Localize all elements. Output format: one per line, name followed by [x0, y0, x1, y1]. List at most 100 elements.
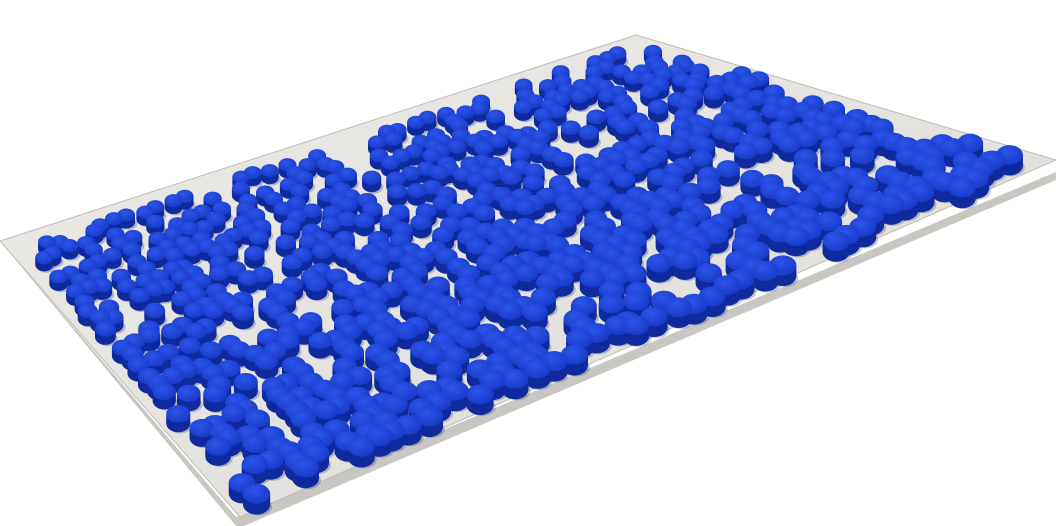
blob-top — [623, 70, 643, 85]
blob-top — [199, 341, 223, 359]
blob-top — [117, 278, 137, 294]
blob-top — [426, 276, 450, 294]
blob-top — [178, 337, 201, 354]
blob-top — [514, 198, 537, 216]
blob-top — [774, 186, 800, 206]
blob-top — [422, 148, 442, 163]
blob-top — [442, 381, 469, 401]
blob-top — [486, 109, 505, 124]
blob-top — [185, 322, 208, 339]
blob-top — [206, 212, 226, 226]
blob-top — [129, 287, 150, 303]
blob-top — [740, 169, 765, 188]
blob-top — [144, 302, 166, 319]
blob-top — [582, 194, 605, 212]
blob-top — [136, 205, 155, 219]
blob-top — [146, 246, 166, 261]
blob-top — [643, 44, 663, 59]
blob-top — [35, 250, 54, 265]
blob-top — [203, 384, 228, 403]
blob-top — [782, 226, 810, 246]
blob-top — [302, 203, 322, 218]
blob-top — [354, 212, 375, 229]
blob-top — [407, 115, 425, 129]
blob-top — [264, 191, 283, 206]
blob-top — [939, 138, 965, 158]
blob-top — [716, 160, 740, 178]
blob-top — [432, 195, 454, 211]
blob-top — [815, 211, 843, 232]
blob-top — [690, 150, 713, 167]
blob-top — [330, 372, 356, 391]
blob-top — [368, 135, 387, 149]
blob-top — [209, 254, 230, 270]
blob-top — [313, 400, 339, 420]
blob-top — [163, 227, 183, 241]
blob-top — [394, 321, 419, 340]
blob-top — [449, 118, 469, 132]
blob-top — [447, 139, 467, 154]
blob-top — [273, 289, 296, 306]
blob-top — [664, 297, 693, 318]
blob-top — [820, 149, 845, 168]
blob-top — [84, 242, 103, 257]
blob-top — [281, 254, 303, 270]
blob-top — [734, 142, 758, 160]
blob-top — [181, 208, 200, 223]
blob-top — [401, 166, 421, 181]
blob-top — [337, 211, 358, 227]
blob-top — [622, 315, 650, 336]
blob-top — [241, 454, 269, 475]
blob-top — [66, 283, 86, 299]
blob-top — [365, 264, 389, 281]
blob-top — [695, 263, 722, 283]
blob-top — [291, 457, 320, 478]
blob-top — [380, 155, 400, 170]
blob-top — [105, 212, 123, 226]
blob-top — [420, 345, 447, 365]
blob-top — [208, 265, 230, 281]
blob-top — [189, 418, 215, 438]
blob-top — [473, 140, 494, 156]
blob-top — [457, 329, 483, 349]
blob-top — [386, 171, 406, 187]
blob-top — [237, 270, 259, 286]
blob-top — [60, 238, 79, 253]
blob-top — [176, 384, 201, 403]
blob-top — [623, 291, 650, 311]
blob-top — [523, 234, 548, 252]
blob-top — [231, 181, 250, 196]
blob-top — [720, 200, 746, 219]
blob-top — [530, 287, 556, 307]
blob-top — [325, 159, 345, 174]
blob-top — [298, 158, 317, 172]
blob-top — [254, 352, 279, 370]
blob-top — [777, 135, 802, 153]
blob-top — [560, 120, 581, 136]
blob-top — [152, 383, 176, 401]
blob-top — [538, 79, 558, 93]
blob-top — [294, 170, 314, 185]
blob-top — [166, 405, 191, 423]
blob-top — [308, 331, 333, 350]
blob-top — [465, 238, 489, 255]
blob-top — [479, 369, 506, 390]
blob-top-layer — [35, 44, 1023, 504]
blob-top — [566, 328, 593, 349]
blob-top — [171, 291, 193, 307]
blob-top — [339, 343, 365, 362]
blob-top — [362, 201, 383, 217]
blob-top — [203, 191, 222, 205]
blob-top — [696, 177, 721, 195]
blob-top — [244, 245, 265, 261]
blob-top — [624, 157, 647, 175]
blob-top — [365, 426, 393, 447]
blob-top — [38, 235, 56, 249]
blob-top — [299, 233, 320, 249]
blob-top — [305, 275, 328, 292]
blob-top — [455, 309, 481, 328]
blob-top — [513, 99, 533, 114]
blob-top — [347, 436, 375, 457]
blob-top — [337, 197, 358, 212]
